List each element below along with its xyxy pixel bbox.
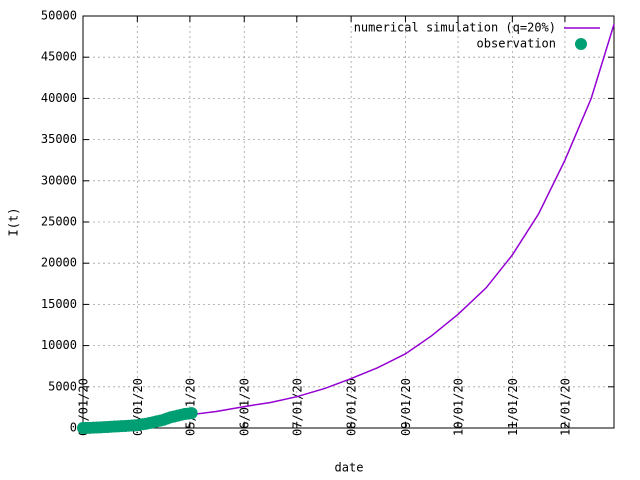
y-tick-label: 35000 xyxy=(41,132,77,146)
y-tick-label: 25000 xyxy=(41,215,77,229)
x-tick-label: 09/01/20 xyxy=(399,378,413,436)
legend-marker xyxy=(575,38,587,50)
y-tick-label: 20000 xyxy=(41,256,77,270)
y-tick-label: 40000 xyxy=(41,91,77,105)
x-tick-label: 05/01/20 xyxy=(183,378,197,436)
x-tick-label: 08/01/20 xyxy=(345,378,359,436)
x-axis-label: date xyxy=(335,461,364,475)
legend-label: observation xyxy=(477,37,556,51)
y-tick-label: 50000 xyxy=(41,9,77,23)
y-tick-label: 5000 xyxy=(48,379,77,393)
x-tick-label: 12/01/20 xyxy=(558,378,572,436)
x-tick-label: 10/01/20 xyxy=(452,378,466,436)
plot-frame xyxy=(82,15,615,429)
y-tick-label: 15000 xyxy=(41,297,77,311)
series-line xyxy=(82,24,615,429)
legend-label: numerical simulation (q=20%) xyxy=(354,21,556,35)
y-axis-label: I(t) xyxy=(7,208,21,237)
y-tick-label: 30000 xyxy=(41,173,77,187)
y-tick-label: 0 xyxy=(70,421,77,435)
y-tick-label: 10000 xyxy=(41,338,77,352)
x-tick-label: 07/01/20 xyxy=(290,378,304,436)
x-tick-label: 11/01/20 xyxy=(506,378,520,436)
y-tick-label: 45000 xyxy=(41,50,77,64)
observation-point xyxy=(185,407,198,420)
